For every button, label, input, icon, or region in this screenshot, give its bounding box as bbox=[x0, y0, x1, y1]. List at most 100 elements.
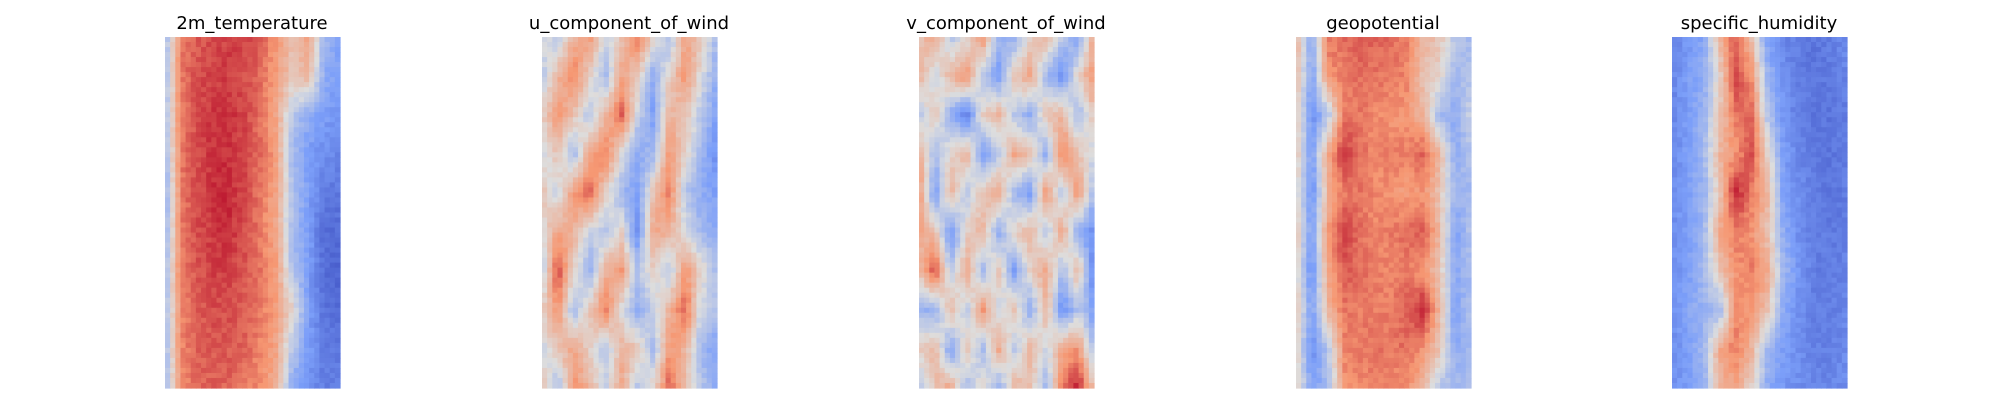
heatmap-cell bbox=[696, 207, 703, 214]
heatmap-cell bbox=[665, 217, 672, 224]
heatmap-cell bbox=[221, 142, 228, 148]
heatmap-cell bbox=[334, 372, 341, 379]
heatmap-cell bbox=[185, 192, 192, 199]
heatmap-cell bbox=[165, 37, 171, 43]
heatmap-cell bbox=[588, 297, 595, 304]
heatmap-cell bbox=[190, 182, 197, 189]
heatmap-cell bbox=[267, 202, 274, 209]
heatmap-cell bbox=[303, 122, 310, 128]
heatmap-cell bbox=[303, 227, 310, 234]
heatmap-cell bbox=[278, 77, 284, 83]
heatmap-cell bbox=[696, 77, 703, 83]
heatmap-cell bbox=[686, 337, 692, 344]
heatmap-cell bbox=[226, 162, 233, 168]
heatmap-cell bbox=[1057, 52, 1064, 58]
heatmap-cell bbox=[1042, 57, 1049, 63]
heatmap-cell bbox=[170, 292, 176, 299]
heatmap-cell bbox=[634, 257, 641, 264]
heatmap-cell bbox=[680, 217, 687, 224]
heatmap-cell bbox=[639, 367, 646, 374]
heatmap-cell bbox=[278, 147, 284, 153]
heatmap-cell bbox=[680, 332, 687, 339]
heatmap-cell bbox=[629, 342, 636, 349]
heatmap-cell bbox=[660, 117, 667, 123]
heatmap-cell bbox=[170, 117, 176, 123]
heatmap-cell bbox=[578, 332, 584, 339]
heatmap-cell bbox=[686, 382, 692, 389]
heatmap-cell bbox=[298, 37, 305, 43]
heatmap-cell bbox=[298, 52, 305, 58]
heatmap-cell bbox=[231, 157, 238, 163]
heatmap-cell bbox=[288, 167, 295, 173]
heatmap-cell bbox=[670, 322, 677, 329]
heatmap-cell bbox=[206, 222, 212, 229]
heatmap-cell bbox=[165, 227, 171, 234]
heatmap-cell bbox=[588, 97, 595, 103]
heatmap-cell bbox=[334, 172, 341, 178]
heatmap-cell bbox=[542, 342, 548, 349]
heatmap-cell bbox=[660, 137, 667, 143]
heatmap-cell bbox=[644, 172, 651, 178]
heatmap-cell bbox=[334, 132, 341, 138]
heatmap-cell bbox=[195, 177, 202, 184]
heatmap-cell bbox=[216, 107, 223, 113]
heatmap-cell bbox=[691, 212, 698, 219]
heatmap-cell bbox=[680, 127, 687, 133]
heatmap-cell bbox=[603, 367, 610, 374]
heatmap-cell bbox=[319, 172, 326, 178]
heatmap-cell bbox=[324, 112, 331, 118]
heatmap-cell bbox=[547, 77, 553, 83]
heatmap-cell bbox=[634, 142, 641, 148]
heatmap-cell bbox=[706, 77, 713, 83]
heatmap-cell bbox=[283, 92, 290, 98]
heatmap-cell bbox=[644, 222, 651, 229]
heatmap-cell bbox=[334, 97, 341, 103]
heatmap-cell bbox=[190, 247, 197, 254]
heatmap-cell bbox=[334, 187, 341, 194]
heatmap-cell bbox=[711, 327, 718, 334]
heatmap-cell bbox=[221, 362, 228, 369]
heatmap-cell bbox=[1063, 57, 1069, 63]
heatmap-cell bbox=[572, 372, 579, 379]
heatmap-cell bbox=[706, 317, 713, 324]
heatmap-cell bbox=[314, 362, 321, 369]
heatmap-cell bbox=[180, 117, 187, 123]
heatmap-cell bbox=[211, 42, 218, 48]
heatmap-cell bbox=[665, 192, 672, 199]
heatmap-cell bbox=[221, 157, 228, 163]
heatmap-cell bbox=[273, 147, 279, 153]
heatmap-cell bbox=[578, 287, 584, 294]
heatmap-cell bbox=[680, 292, 687, 299]
heatmap-cell bbox=[1011, 62, 1018, 68]
heatmap-cell bbox=[293, 102, 300, 108]
heatmap-cell bbox=[165, 262, 171, 269]
heatmap-cell bbox=[660, 382, 667, 389]
heatmap-cell bbox=[175, 77, 182, 83]
heatmap-cell bbox=[206, 247, 212, 254]
panel-title-v-component-of-wind: v_component_of_wind bbox=[906, 13, 1105, 34]
heatmap-cell bbox=[670, 347, 677, 354]
heatmap-cell bbox=[298, 112, 305, 118]
heatmap-cell bbox=[547, 187, 553, 194]
heatmap-cell bbox=[165, 282, 171, 289]
heatmap-cell bbox=[278, 282, 284, 289]
heatmap-cell bbox=[1047, 62, 1054, 68]
heatmap-cell bbox=[180, 262, 187, 269]
heatmap-cell bbox=[298, 42, 305, 48]
heatmap-cell bbox=[578, 52, 584, 58]
heatmap-cell bbox=[257, 202, 264, 209]
heatmap-cell bbox=[201, 52, 207, 58]
heatmap-cell bbox=[165, 267, 171, 274]
heatmap-cell bbox=[267, 337, 274, 344]
heatmap-cell bbox=[170, 162, 176, 168]
heatmap-cell bbox=[201, 112, 207, 118]
heatmap-cell bbox=[680, 157, 687, 163]
heatmap-cell bbox=[644, 322, 651, 329]
heatmap-cell bbox=[283, 202, 290, 209]
heatmap-cell bbox=[324, 222, 331, 229]
heatmap-cell bbox=[206, 42, 212, 48]
heatmap-cell bbox=[206, 72, 212, 78]
heatmap-cell bbox=[278, 182, 284, 189]
heatmap-cell bbox=[278, 297, 284, 304]
